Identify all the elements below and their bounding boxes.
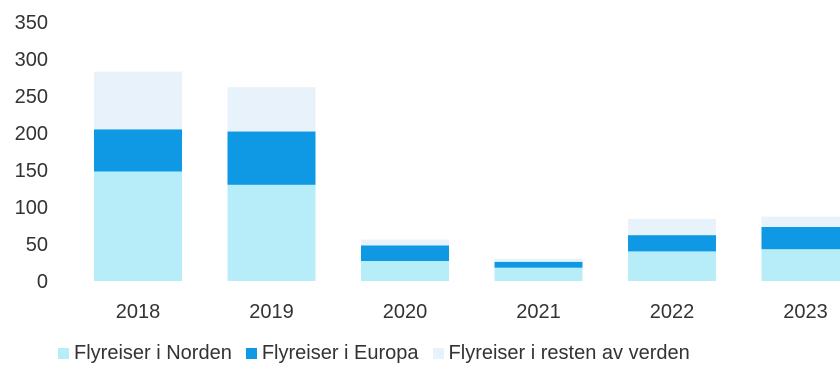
- legend-item-europa: Flyreiser i Europa: [245, 342, 419, 365]
- y-tick-label: 200: [15, 123, 48, 145]
- bar-segment-2022-series-0: [628, 251, 716, 281]
- y-tick-label: 300: [15, 49, 48, 71]
- bar-segment-2022-series-2: [628, 218, 716, 236]
- x-tick-label: 2019: [249, 301, 294, 323]
- legend-label-norden: Flyreiser i Norden: [74, 342, 232, 364]
- bar-segment-2019-series-0: [227, 184, 316, 281]
- x-axis: 2018 2019 2020 2021 2022 2023: [116, 301, 828, 323]
- legend-label-resten-av-verden: Flyreiser i resten av verden: [448, 342, 690, 364]
- bar-segment-2021-series-2: [494, 258, 583, 262]
- bar-segment-2020-series-1: [361, 245, 449, 262]
- legend-swatch-resten-av-verden: [432, 348, 444, 359]
- x-tick-label: 2018: [116, 301, 161, 323]
- y-tick-label: 100: [15, 197, 48, 219]
- bar-segment-2020-series-0: [361, 261, 449, 281]
- y-tick-label: 150: [15, 160, 48, 182]
- bar-segment-2019-series-2: [227, 87, 316, 132]
- bar-stacks: [94, 71, 840, 281]
- legend-label-europa: Flyreiser i Europa: [261, 342, 419, 364]
- y-tick-label: 50: [26, 234, 48, 256]
- bar-segment-2023-series-0: [761, 249, 840, 281]
- y-tick-label: 0: [37, 271, 48, 293]
- x-tick-label: 2023: [783, 301, 828, 323]
- bar-segment-2021-series-1: [494, 261, 583, 268]
- legend-item-norden: Flyreiser i Norden: [58, 342, 232, 365]
- y-axis: 0 50 100 150 200 250 300 350: [15, 12, 48, 293]
- legend-swatch-norden: [58, 348, 69, 359]
- bar-segment-2018-series-0: [94, 171, 182, 281]
- bar-segment-2023-series-1: [761, 226, 840, 250]
- bar-segment-2021-series-0: [494, 267, 583, 281]
- legend-swatch-europa: [245, 348, 257, 359]
- bar-segment-2020-series-2: [361, 239, 449, 246]
- y-tick-label: 250: [15, 86, 48, 108]
- bar-segment-2023-series-2: [761, 216, 840, 227]
- x-tick-label: 2020: [383, 301, 428, 323]
- bar-segment-2022-series-1: [628, 235, 716, 252]
- x-tick-label: 2021: [516, 301, 561, 323]
- bar-segment-2018-series-1: [94, 129, 182, 172]
- y-tick-label: 350: [15, 12, 48, 34]
- legend: Flyreiser i Norden Flyreiser i Europa Fl…: [58, 342, 704, 365]
- bar-segment-2018-series-2: [94, 71, 182, 130]
- bar-segment-2019-series-1: [227, 131, 316, 185]
- x-tick-label: 2022: [650, 301, 695, 323]
- legend-item-resten-av-verden: Flyreiser i resten av verden: [432, 342, 690, 365]
